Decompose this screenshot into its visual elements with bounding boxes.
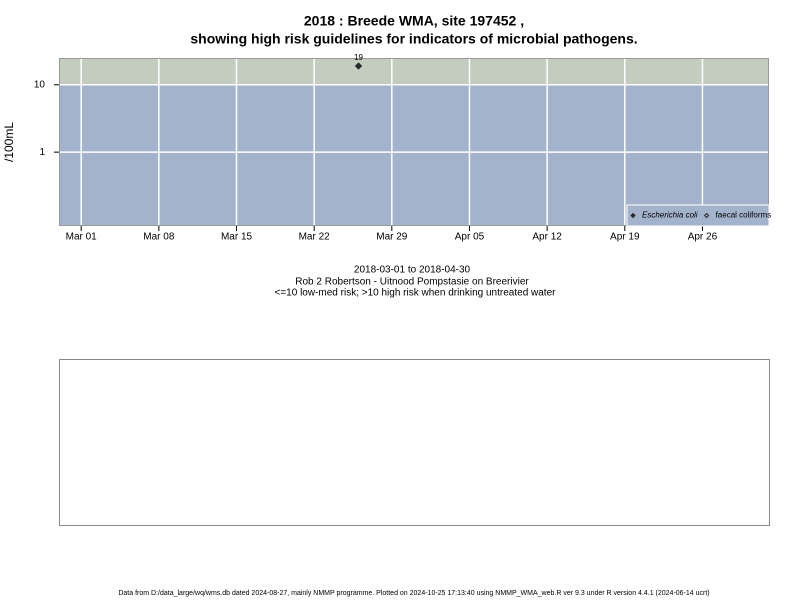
point bbox=[354, 62, 363, 70]
low-risk-band bbox=[59, 84, 769, 226]
legend-label: faecal coliforms bbox=[716, 211, 772, 220]
legend-symbol bbox=[630, 212, 636, 219]
chart-title: showing high risk guidelines for indicat… bbox=[190, 31, 637, 47]
footer: Data from D:/data_large/wq/wms.db dated … bbox=[118, 590, 709, 597]
x-tick-label: Mar 01 bbox=[66, 232, 98, 243]
plot-frame bbox=[59, 58, 769, 226]
chart-title: 2018 : Breede WMA, site 197452 , bbox=[304, 13, 524, 29]
y-tick-label: 10 bbox=[34, 79, 46, 90]
subtitle: <=10 low-med risk; >10 high risk when dr… bbox=[275, 288, 557, 299]
empty-panel bbox=[59, 359, 770, 526]
x-tick-label: Mar 29 bbox=[376, 232, 408, 243]
x-tick-label: Mar 22 bbox=[299, 232, 331, 243]
x-tick-label: Apr 12 bbox=[532, 232, 562, 243]
y-tick-label: 1 bbox=[39, 147, 45, 158]
legend-symbol bbox=[703, 212, 710, 219]
subtitle: Rob 2 Robertson - Uitnood Pompstasie on … bbox=[295, 277, 529, 288]
high-risk-band bbox=[59, 58, 769, 85]
x-tick-label: Apr 26 bbox=[688, 232, 718, 243]
data-label: 19 bbox=[354, 53, 363, 62]
x-tick-label: Apr 19 bbox=[610, 232, 640, 243]
legend-label: Escherichia coli bbox=[642, 211, 698, 220]
legend-box bbox=[626, 204, 770, 227]
x-tick-label: Mar 08 bbox=[143, 232, 175, 243]
x-tick-label: Apr 05 bbox=[455, 232, 485, 243]
x-tick-label: Mar 15 bbox=[221, 232, 253, 243]
subtitle: 2018-03-01 to 2018-04-30 bbox=[354, 265, 471, 276]
y-axis-label: /100mL bbox=[2, 122, 16, 162]
